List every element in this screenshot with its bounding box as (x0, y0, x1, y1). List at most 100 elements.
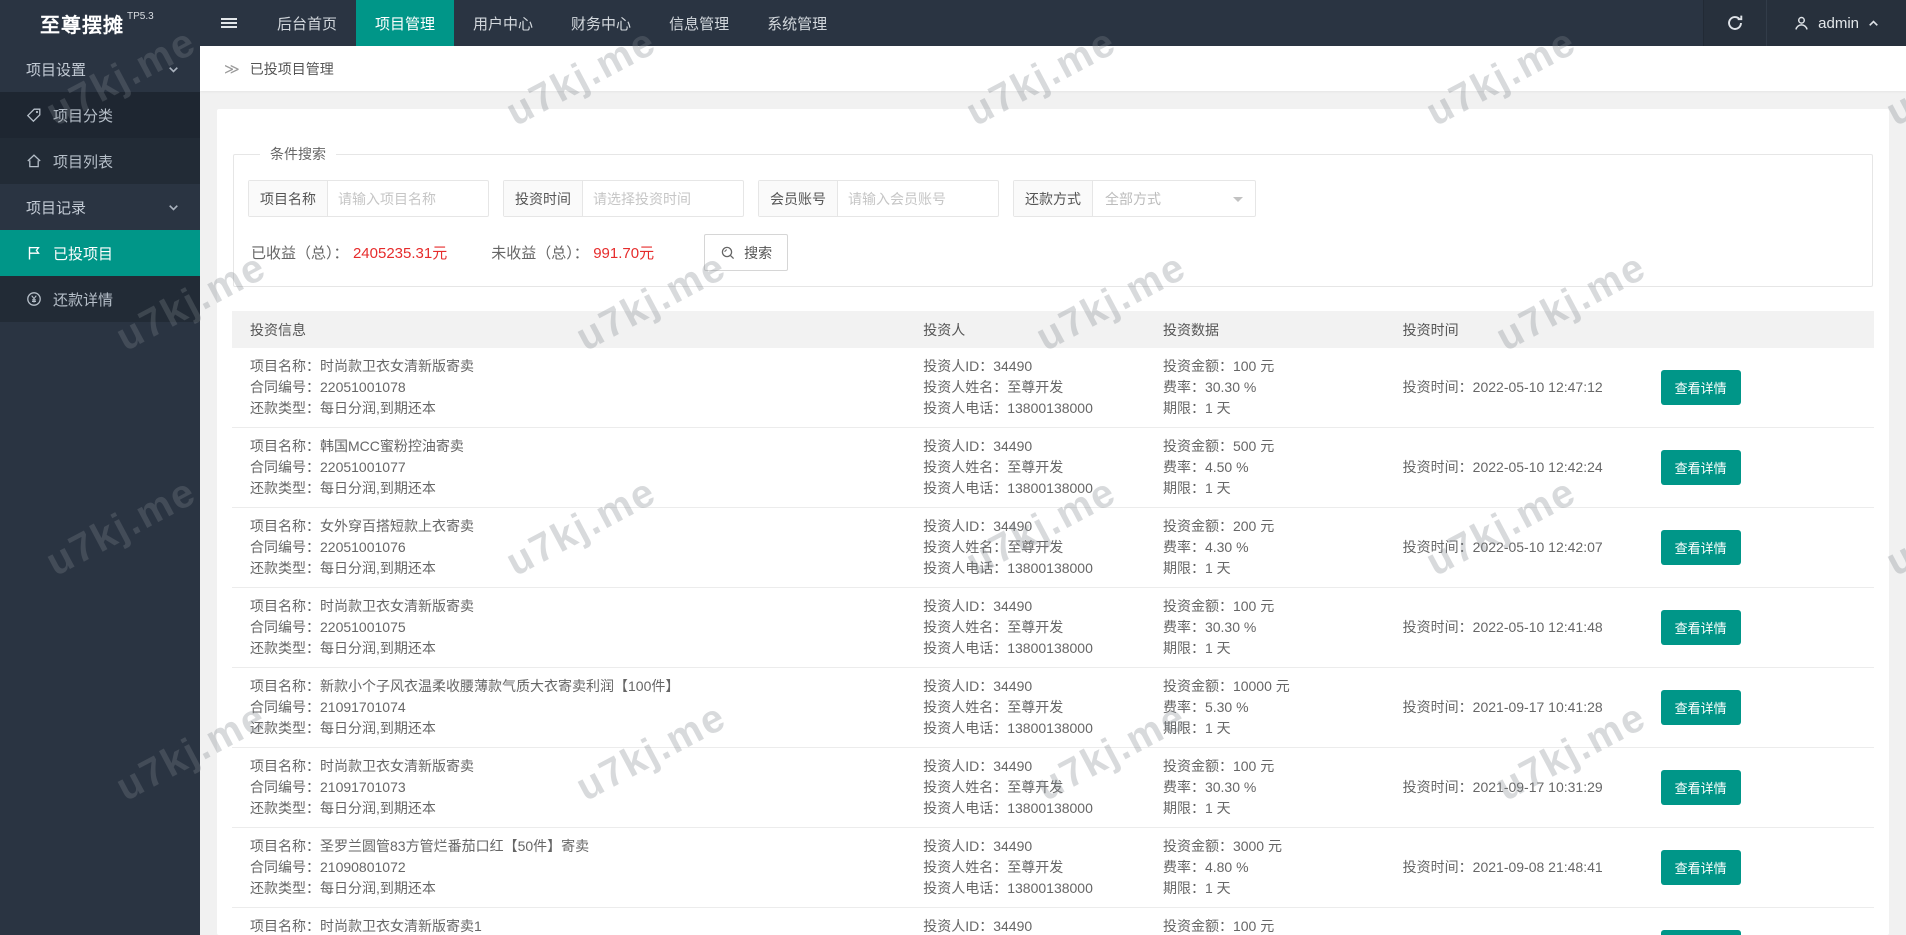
sidebar-item-label: 还款详情 (53, 291, 114, 309)
sidebar-item-repayment-details[interactable]: 还款详情 (0, 276, 200, 322)
project-name-input[interactable] (328, 181, 488, 216)
nav-tab[interactable]: 后台首页 (277, 15, 338, 33)
header-actions (1650, 311, 1874, 348)
sidebar-item-project-category[interactable]: 项目分类 (0, 92, 200, 138)
user-menu[interactable]: admin (1767, 0, 1906, 46)
project-name-field: 项目名称 (248, 180, 489, 217)
view-details-button[interactable]: 查看详情 (1660, 850, 1741, 885)
repay-type: 每日分润,到期还本 (320, 800, 436, 816)
search-button[interactable]: 搜索 (704, 234, 789, 271)
invest-time: 2021-09-08 21:48:41 (1472, 859, 1603, 875)
investor-name: 至尊开发 (1007, 539, 1064, 555)
invest-amount: 200 元 (1232, 518, 1275, 534)
brand-version: TP5.3 (127, 10, 154, 22)
investor-phone: 13800138000 (1007, 880, 1093, 896)
refresh-button[interactable] (1703, 0, 1768, 46)
invest-time: 2022-05-10 12:41:48 (1472, 619, 1603, 635)
contract-number: 22051001078 (320, 379, 406, 395)
invest-time-cell: 投资时间：2022-05-10 12:42:24 (1402, 459, 1603, 475)
navbar-right: admin (1703, 0, 1906, 46)
header-investor: 投资人 (905, 311, 1145, 348)
brand-logo: 至尊摆摊 TP5.3 (0, 0, 200, 46)
investor-name: 至尊开发 (1007, 459, 1064, 475)
sidebar-submenu: 已投项目 还款详情 (0, 230, 200, 322)
header-invest-time: 投资时间 (1384, 311, 1651, 348)
sidebar-item-label: 项目列表 (53, 153, 114, 171)
investor-id: 34490 (993, 758, 1033, 774)
chevron-up-icon (1869, 19, 1878, 26)
table-row: 项目名称：女外穿百搭短款上衣寄卖 合同编号：22051001076 还款类型：每… (232, 508, 1874, 588)
investor-id: 34490 (993, 918, 1033, 934)
sidebar-group-label: 项目设置 (26, 61, 87, 79)
contract-number: 22051001075 (320, 619, 406, 635)
invest-data-cell: 投资金额：100 元 费率：30.30 % 期限：1 天 (1162, 918, 1275, 934)
invest-amount: 100 元 (1232, 758, 1275, 774)
invest-period: 1 天 (1204, 800, 1231, 816)
view-details-button[interactable]: 查看详情 (1660, 530, 1741, 565)
project-name: 女外穿百搭短款上衣寄卖 (320, 518, 474, 534)
repay-type: 每日分润,到期还本 (320, 480, 436, 496)
project-name: 韩国MCC蜜粉控油寄卖 (320, 438, 464, 454)
user-icon (1795, 16, 1808, 30)
invest-time-cell: 投资时间：2022-05-10 12:42:07 (1402, 539, 1603, 555)
invest-time-input[interactable] (583, 181, 743, 216)
view-details-button[interactable]: 查看详情 (1660, 930, 1741, 935)
sidebar-group-label: 项目记录 (26, 199, 87, 217)
brand-name: 至尊摆摊 (40, 14, 124, 37)
investor-cell: 投资人ID：34490 投资人姓名：至尊开发 投资人电话：13800138000 (923, 518, 1093, 576)
sidebar-item-project-list[interactable]: 项目列表 (0, 138, 200, 184)
view-details-button[interactable]: 查看详情 (1660, 690, 1741, 725)
earned-total-stat: 已收益（总）： 2405235.31元 (251, 242, 447, 263)
chevron-down-icon (169, 66, 178, 73)
sidebar-group-project-settings[interactable]: 项目设置 (0, 46, 200, 92)
invest-data-cell: 投资金额：3000 元 费率：4.80 % 期限：1 天 (1162, 838, 1282, 896)
investor-name: 至尊开发 (1007, 619, 1064, 635)
contract-number: 22051001077 (320, 459, 406, 475)
nav-tab[interactable]: 财务中心 (571, 15, 632, 33)
sidebar-submenu: 项目分类 项目列表 (0, 92, 200, 184)
invest-amount: 500 元 (1232, 438, 1275, 454)
nav-tab[interactable]: 用户中心 (473, 15, 534, 33)
repay-method-select[interactable]: 全部方式 (1093, 181, 1255, 216)
repay-method-selected-value: 全部方式 (1105, 190, 1161, 207)
chevron-down-icon (1233, 196, 1243, 207)
invest-info-cell: 项目名称：女外穿百搭短款上衣寄卖 合同编号：22051001076 还款类型：每… (250, 518, 474, 576)
invest-amount: 100 元 (1232, 598, 1275, 614)
nav-tab[interactable]: 系统管理 (767, 15, 828, 33)
invest-time-cell: 投资时间：2021-09-08 21:48:41 (1402, 859, 1603, 875)
nav-tab[interactable]: 信息管理 (669, 15, 730, 33)
investor-phone: 13800138000 (1007, 720, 1093, 736)
project-name: 时尚款卫衣女清新版寄卖 (320, 598, 474, 614)
fee-rate: 30.30 % (1204, 619, 1257, 635)
sidebar-item-invested-projects[interactable]: 已投项目 (0, 230, 200, 276)
invest-time-cell: 投资时间：2021-09-17 10:31:29 (1402, 779, 1603, 795)
member-account-input[interactable] (838, 181, 998, 216)
invest-period: 1 天 (1204, 640, 1231, 656)
invest-time: 2022-05-10 12:47:12 (1472, 379, 1603, 395)
nav-tab[interactable]: 项目管理 (356, 0, 455, 46)
investor-cell: 投资人ID：34490 投资人姓名：至尊开发 投资人电话：13800138000 (923, 838, 1093, 896)
sidebar-toggle-button[interactable] (200, 0, 258, 46)
invest-amount: 100 元 (1232, 358, 1275, 374)
username: admin (1818, 14, 1859, 32)
stats-row: 已收益（总）： 2405235.31元 未收益（总）： 991.70元 搜 (248, 234, 1858, 271)
investor-id: 34490 (993, 598, 1033, 614)
content: 条件搜索 项目名称 投资时间 会员账号 还款方式 (200, 91, 1906, 935)
unearned-total-stat: 未收益（总）： 991.70元 (491, 242, 654, 263)
invest-data-cell: 投资金额：100 元 费率：30.30 % 期限：1 天 (1162, 598, 1275, 656)
main-area: ≫ 已投项目管理 条件搜索 项目名称 投资时间 会员账号 (200, 46, 1906, 935)
view-details-button[interactable]: 查看详情 (1660, 370, 1741, 405)
investor-phone: 13800138000 (1007, 480, 1093, 496)
header-invest-info: 投资信息 (232, 311, 906, 348)
view-details-button[interactable]: 查看详情 (1660, 770, 1741, 805)
double-chevron-icon: ≫ (224, 60, 240, 78)
content-card: 条件搜索 项目名称 投资时间 会员账号 还款方式 (217, 109, 1889, 935)
actions-cell: 查看详情 (1651, 748, 1874, 828)
invest-info-cell: 项目名称：新款小个子风衣温柔收腰薄款气质大衣寄卖利润【100件】 合同编号：21… (250, 678, 680, 736)
view-details-button[interactable]: 查看详情 (1660, 450, 1741, 485)
invest-info-cell: 项目名称：韩国MCC蜜粉控油寄卖 合同编号：22051001077 还款类型：每… (250, 438, 464, 496)
sidebar-group-project-records[interactable]: 项目记录 (0, 184, 200, 230)
view-details-button[interactable]: 查看详情 (1660, 610, 1741, 645)
investor-cell: 投资人ID：34490 投资人姓名：至尊开发 投资人电话：13800138000 (923, 358, 1093, 416)
investor-cell: 投资人ID：34490 投资人姓名：至尊开发 投资人电话：13800138000 (923, 438, 1093, 496)
